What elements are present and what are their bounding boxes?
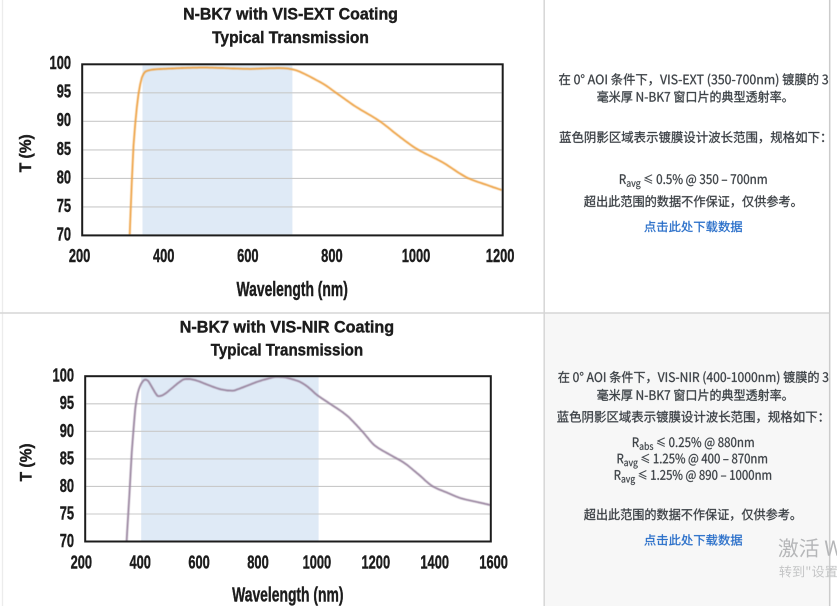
svg-text:95: 95 [57,83,71,103]
svg-text:600: 600 [188,553,210,573]
svg-text:T (%): T (%) [17,443,36,481]
svg-text:N-BK7 with VIS-EXT Coating: N-BK7 with VIS-EXT Coating [183,5,398,24]
svg-text:70: 70 [60,532,74,552]
svg-text:800: 800 [247,553,269,573]
svg-text:400: 400 [129,553,151,573]
svg-text:1000: 1000 [402,247,431,267]
svg-text:1000: 1000 [303,553,332,573]
svg-text:70: 70 [57,225,71,245]
svg-text:200: 200 [71,553,93,573]
svg-text:100: 100 [53,367,75,387]
svg-text:100: 100 [50,54,72,74]
svg-text:1200: 1200 [362,553,391,573]
svg-text:85: 85 [57,140,71,160]
svg-text:Typical Transmission: Typical Transmission [212,28,369,47]
svg-text:1400: 1400 [420,553,449,573]
svg-text:90: 90 [60,422,74,442]
svg-text:1200: 1200 [486,247,515,267]
svg-text:Wavelength (nm): Wavelength (nm) [237,277,348,300]
svg-text:N-BK7 with VIS-NIR Coating: N-BK7 with VIS-NIR Coating [180,317,394,336]
svg-text:95: 95 [60,394,74,414]
svg-text:75: 75 [57,197,71,217]
svg-text:Wavelength (nm): Wavelength (nm) [232,583,343,606]
svg-text:80: 80 [57,168,71,188]
svg-text:800: 800 [321,247,343,267]
svg-text:T (%): T (%) [16,134,35,172]
svg-text:80: 80 [60,477,74,497]
svg-text:400: 400 [153,247,175,267]
svg-text:75: 75 [60,504,74,524]
svg-text:600: 600 [237,247,259,267]
svg-text:Typical Transmission: Typical Transmission [211,341,363,360]
svg-text:200: 200 [69,247,91,267]
svg-text:90: 90 [57,111,71,131]
svg-text:85: 85 [60,449,74,469]
svg-text:1600: 1600 [479,553,508,573]
